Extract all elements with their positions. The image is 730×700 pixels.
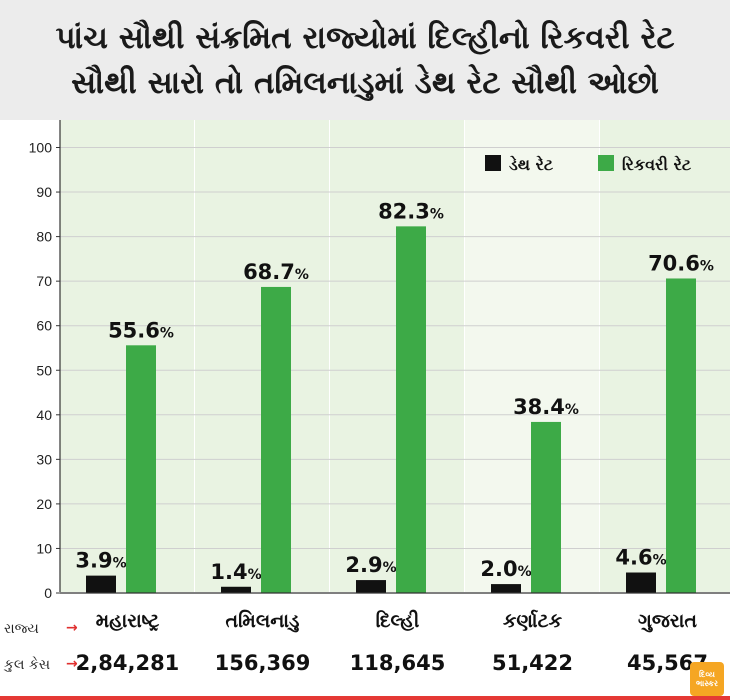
state-name: દિલ્હી [375, 610, 420, 632]
y-tick-label: 100 [29, 140, 53, 156]
cases-row-label: કુલ કેસ [4, 657, 51, 673]
death-rate-label: 3.9% [75, 549, 126, 573]
state-name: તમિલનાડુ [225, 610, 300, 632]
legend-recovery-swatch [598, 155, 614, 171]
total-cases-value: 156,369 [214, 651, 311, 675]
recovery-rate-label: 38.4% [513, 395, 579, 419]
state-row-arrow-icon: → [66, 620, 78, 636]
y-tick-label: 20 [36, 496, 52, 512]
legend-death-label: ડેથ રેટ [509, 154, 554, 174]
total-cases-value: 51,422 [491, 651, 574, 675]
death-rate-label: 2.9% [345, 553, 396, 577]
legend-death-swatch [485, 155, 501, 171]
death-rate-label: 1.4% [210, 560, 261, 584]
y-tick-label: 60 [36, 318, 52, 334]
footer-rule [0, 696, 730, 700]
y-tick-label: 0 [44, 585, 52, 600]
recovery-rate-bar [531, 421, 561, 593]
y-tick-label: 40 [36, 407, 52, 423]
category-panel [600, 120, 730, 592]
recovery-rate-bar [396, 226, 426, 593]
chart-title-line-2: સૌથી સારો તો તમિલનાડુમાં ડેથ રેટ સૌથી ઓછ… [71, 65, 659, 101]
state-name: ગુજરાત [638, 610, 697, 632]
chart-title-line-1: પાંચ સૌથી સંક્રમિત રાજ્યોમાં દિલ્હીનો રિ… [55, 20, 675, 56]
legend-recovery-label: રિકવરી રેટ [622, 154, 692, 174]
y-tick-label: 30 [36, 451, 52, 467]
death-rate-bar [356, 580, 386, 593]
death-rate-bar [491, 584, 521, 593]
recovery-rate-label: 82.3% [378, 199, 444, 223]
y-tick-label: 70 [36, 273, 52, 289]
state-name: મહારાષ્ટ્ર [95, 610, 160, 632]
death-rate-bar [86, 575, 116, 593]
y-tick-label: 80 [36, 229, 52, 245]
death-rate-bar [221, 586, 251, 593]
y-tick-label: 90 [36, 184, 52, 200]
recovery-rate-bar [126, 345, 156, 593]
y-tick-label: 10 [36, 540, 52, 556]
recovery-rate-bar [261, 286, 291, 593]
recovery-rate-label: 55.6% [108, 318, 174, 342]
recovery-rate-label: 68.7% [243, 260, 309, 284]
recovery-rate-bar [666, 278, 696, 593]
death-rate-label: 2.0% [480, 557, 531, 581]
state-row-label: રાજ્ય [4, 621, 39, 637]
death-rate-label: 4.6% [615, 546, 666, 570]
y-tick-label: 50 [36, 362, 52, 378]
total-cases-value: 118,645 [349, 651, 446, 675]
state-name: કર્ણાટક [502, 610, 563, 632]
bar-chart: 0 10 20 30 40 50 60 70 80 90 100 3.9% 55.6% 1.4% 68.7%… [29, 120, 730, 600]
cases-row-arrow-icon: → [66, 656, 78, 672]
total-cases-value: 2,84,281 [75, 651, 180, 675]
newspaper-logo: દિવ્ય ભાસ્કર [690, 662, 724, 696]
recovery-rate-label: 70.6% [648, 251, 714, 275]
title-band: પાંચ સૌથી સંક્રમિત રાજ્યોમાં દિલ્હીનો રિ… [0, 0, 730, 120]
death-rate-bar [626, 572, 656, 593]
